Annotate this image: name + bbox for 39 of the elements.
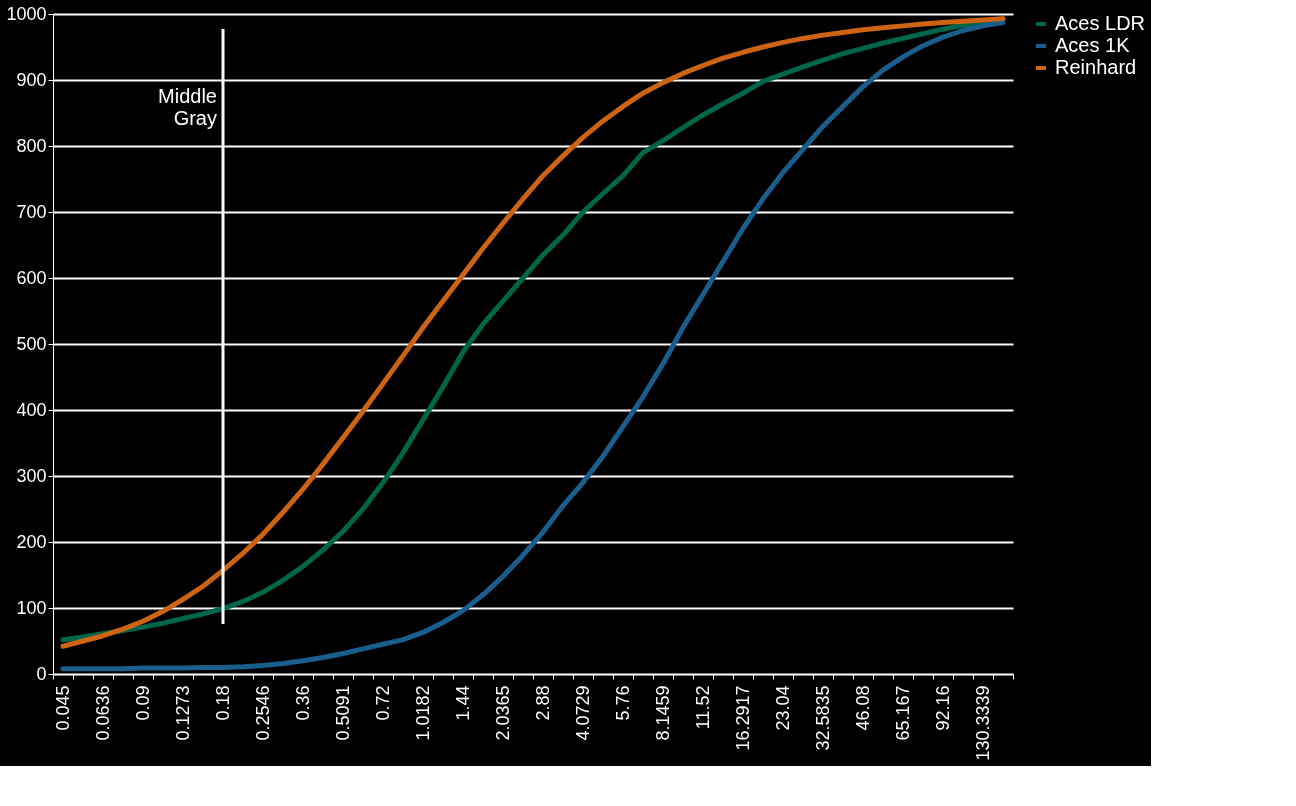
y-tick-label: 0 (36, 663, 47, 684)
x-tick-label: 0.045 (52, 685, 73, 731)
y-tick-label: 100 (16, 597, 47, 618)
ref-line-label: Middle Gray (158, 85, 217, 129)
x-tick-label: 16.2917 (732, 685, 753, 751)
y-tick-label: 200 (16, 531, 47, 552)
x-tick-label: 2.0365 (492, 685, 513, 741)
x-tick-label: 0.18 (212, 685, 233, 721)
y-tick-label: 600 (16, 267, 47, 288)
x-tick-label: 92.16 (932, 685, 953, 731)
y-tick-label: 400 (16, 399, 47, 420)
y-tick-label: 500 (16, 333, 47, 354)
x-tick-label: 0.0636 (92, 685, 113, 741)
x-tick-label: 130.3339 (972, 685, 993, 761)
x-tick-label: 0.72 (372, 685, 393, 721)
x-tick-label: 2.88 (532, 685, 553, 721)
legend-label: Reinhard (1055, 56, 1137, 78)
y-tick-label: 1000 (6, 3, 47, 24)
x-tick-label: 46.08 (852, 685, 873, 731)
y-tick-label: 700 (16, 201, 47, 222)
x-tick-label: 1.0182 (412, 685, 433, 741)
x-tick-label: 0.09 (132, 685, 153, 721)
x-tick-label: 1.44 (452, 685, 473, 721)
x-tick-label: 5.76 (612, 685, 633, 721)
x-tick-label: 0.5091 (332, 685, 353, 741)
x-tick-label: 23.04 (772, 685, 793, 731)
x-tick-label: 0.2546 (252, 685, 273, 741)
x-tick-label: 4.0729 (572, 685, 593, 741)
y-tick-label: 900 (16, 69, 47, 90)
x-tick-label: 32.5835 (812, 685, 833, 751)
x-tick-label: 0.36 (292, 685, 313, 721)
legend-label: Aces 1K (1055, 34, 1131, 56)
x-tick-label: 11.52 (692, 685, 713, 730)
y-tick-label: 300 (16, 465, 47, 486)
x-tick-label: 0.1273 (172, 685, 193, 741)
x-tick-label: 8.1459 (652, 685, 673, 741)
x-tick-label: 65.167 (892, 685, 913, 741)
y-tick-label: 800 (16, 135, 47, 156)
legend-label: Aces LDR (1055, 12, 1146, 34)
